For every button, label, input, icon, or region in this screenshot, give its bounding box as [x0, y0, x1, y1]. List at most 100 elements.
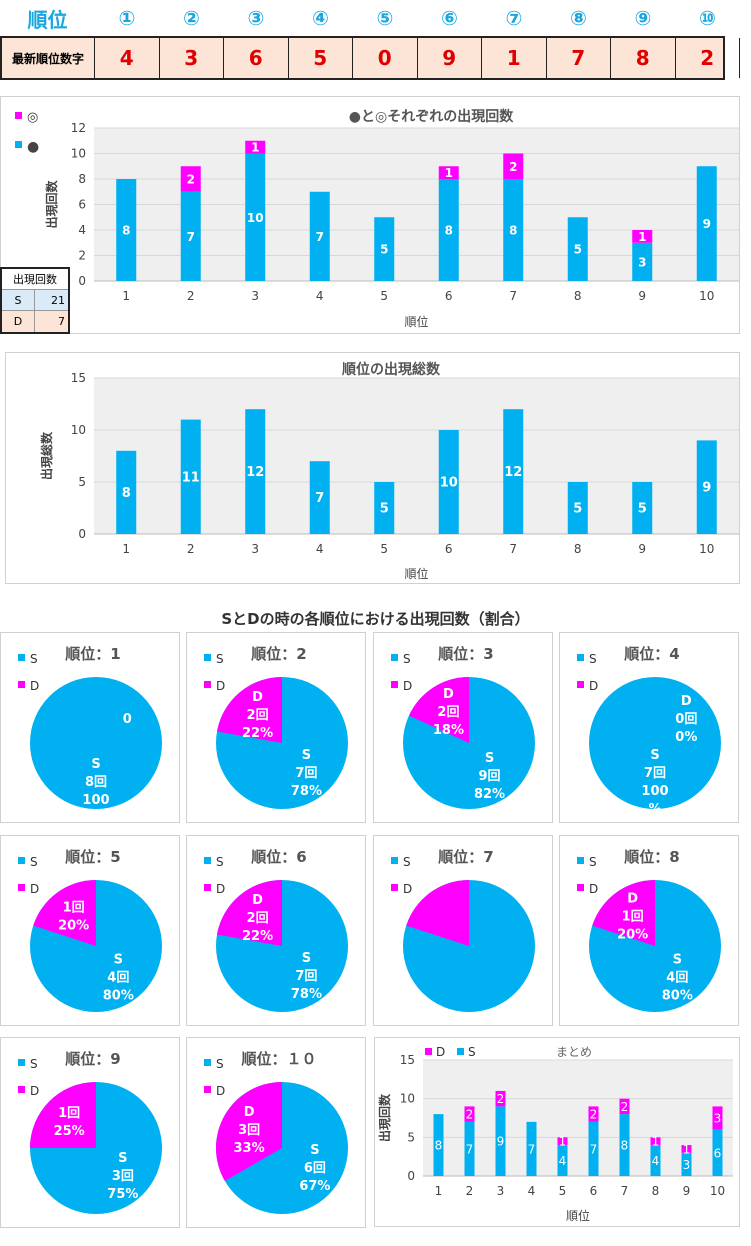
legend-label: D	[216, 882, 225, 896]
pie-slice-d	[217, 880, 282, 946]
data-label: 3	[683, 1158, 691, 1172]
x-tick-label: 10	[699, 289, 714, 303]
data-label: 3	[714, 1112, 722, 1126]
data-label: 12	[504, 465, 522, 480]
bar-s	[180, 419, 201, 534]
data-label: 5	[638, 502, 647, 517]
legend-label: S	[216, 652, 224, 666]
pie-data-label: 25%	[54, 1124, 85, 1139]
data-label: 8	[509, 224, 517, 238]
pie-data-label: 0%	[675, 730, 697, 745]
legend-swatch-d	[577, 681, 584, 688]
pie-data-label: 1回	[58, 1106, 80, 1121]
pie-data-label: 6回	[304, 1161, 326, 1176]
pie-data-label: 8回	[85, 775, 107, 790]
pie-data-label: S	[91, 757, 100, 772]
legend-label: D	[30, 882, 39, 896]
legend-swatch-d	[425, 1048, 432, 1055]
plot-area	[423, 1060, 733, 1176]
bar-d	[180, 166, 201, 192]
bar-s	[503, 179, 524, 281]
digit-cell: 2	[676, 38, 740, 78]
y-axis-title: 出現回数	[377, 1093, 392, 1142]
bar-s	[696, 440, 717, 534]
legend-swatch-s	[577, 857, 584, 864]
pie-data-label: 1回	[622, 909, 644, 924]
legend-swatch-d	[18, 681, 25, 688]
bar-s	[567, 482, 588, 534]
bar-d	[464, 1106, 475, 1122]
data-label: 10	[440, 476, 458, 491]
x-tick-label: 1	[122, 542, 130, 556]
pie-data-label: 7回	[295, 969, 317, 984]
pie-data-label: 100	[641, 784, 668, 799]
y-tick-label: 15	[71, 371, 86, 385]
x-tick-label: 4	[316, 289, 324, 303]
pie-data-label: 4回	[107, 971, 129, 986]
position-label: ⑦	[505, 6, 523, 30]
bar-s	[495, 1106, 506, 1176]
bar-s	[464, 1121, 475, 1176]
pie-data-label: D	[252, 690, 263, 705]
pie-data-label: 2回	[247, 708, 269, 723]
data-label: 5	[380, 502, 389, 517]
legend-label: D	[589, 882, 598, 896]
pie-chart: SD 順位：7	[391, 848, 535, 1012]
pie-data-label: 7回	[295, 766, 317, 781]
bar-s	[438, 179, 459, 281]
legend-label: S	[403, 855, 411, 869]
bar-d	[245, 140, 266, 154]
summary-bar-chart: 0 5 10 15 1 8 2 7 2 3 9 2 4 7 5 4 1 6 7 2 7 8 2 8 4 1 9 3 1 10 6 3 順位 出現回…	[377, 1045, 733, 1223]
bar-s	[374, 482, 395, 534]
sd-table-key: S	[2, 290, 35, 310]
bar-s	[438, 430, 459, 534]
data-label: 11	[182, 470, 200, 485]
pie-panel: S D 順位：5 S 4回 80% 1回 20%	[0, 835, 180, 1026]
x-tick-label: 5	[380, 542, 388, 556]
pie-slice-s	[30, 677, 162, 809]
bar-s	[116, 179, 137, 281]
data-label: 1	[638, 230, 646, 244]
position-label: ⑥	[441, 6, 458, 30]
pie-data-label: 78%	[291, 987, 322, 1002]
bar-d	[503, 153, 524, 179]
chart-title: 順位の出現総数	[342, 361, 441, 378]
data-label: 1	[559, 1135, 567, 1149]
pie-panel: S D 順位：8 S 4回 80% D 1回 20%	[559, 835, 739, 1026]
x-tick-label: 1	[122, 289, 130, 303]
pie-panel: S D 順位：2 S 7回 78% D 2回 22%	[186, 632, 366, 823]
legend-label: S	[589, 855, 597, 869]
data-label: 10	[247, 211, 264, 225]
pie-panel: S D 順位：9 S 3回 75% 1回 25%	[0, 1037, 180, 1228]
data-label: 4	[652, 1154, 660, 1168]
legend-label: D	[30, 1084, 39, 1098]
pie-panel: S D 順位：4 S 7回 100% D 0回 0%	[559, 632, 739, 823]
position-label: ⑤	[376, 6, 394, 30]
total-bar-chart: 0 5 10 15 1 8 2 11 3 12 4 7 5 5 6 10 7 12 8 5 9 5 10 9 順位 出現総数 順位の…	[39, 361, 739, 581]
pie-data-label: 1回	[63, 900, 85, 915]
legend-label: D	[403, 679, 412, 693]
pie-data-label: S	[673, 953, 682, 968]
sd-table-value: 21	[51, 293, 65, 307]
x-tick-label: 10	[699, 542, 714, 556]
pie-data-label: 3回	[112, 1169, 134, 1184]
pie-title: 順位：8	[623, 848, 679, 866]
y-tick-label: 4	[78, 223, 86, 237]
legend-swatch-s	[18, 1059, 25, 1066]
legend-swatch-s	[204, 1059, 211, 1066]
data-label: 8	[621, 1139, 629, 1153]
x-tick-label: 6	[445, 542, 453, 556]
pie-data-label: D	[252, 893, 263, 908]
bar-s	[503, 409, 524, 534]
position-label: ②	[183, 6, 200, 30]
bar-s	[309, 191, 330, 281]
bar-d	[650, 1137, 661, 1146]
x-tick-label: 2	[187, 289, 195, 303]
legend-label: S	[589, 652, 597, 666]
pie-slice-d	[217, 677, 282, 743]
legend-label: D	[30, 679, 39, 693]
legend-label: S	[216, 855, 224, 869]
